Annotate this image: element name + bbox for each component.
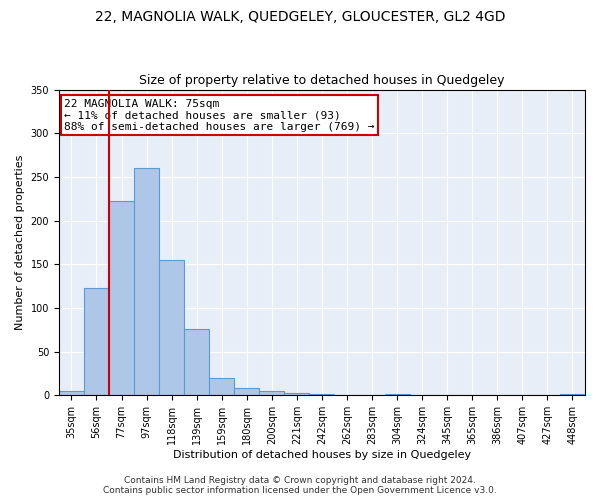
Bar	[209, 378, 234, 396]
Title: Size of property relative to detached houses in Quedgeley: Size of property relative to detached ho…	[139, 74, 505, 87]
Bar	[59, 391, 84, 396]
Bar	[560, 394, 585, 396]
Bar	[284, 392, 310, 396]
Text: 22 MAGNOLIA WALK: 75sqm
← 11% of detached houses are smaller (93)
88% of semi-de: 22 MAGNOLIA WALK: 75sqm ← 11% of detache…	[64, 98, 374, 132]
Bar	[310, 394, 334, 396]
Y-axis label: Number of detached properties: Number of detached properties	[15, 155, 25, 330]
Text: 22, MAGNOLIA WALK, QUEDGELEY, GLOUCESTER, GL2 4GD: 22, MAGNOLIA WALK, QUEDGELEY, GLOUCESTER…	[95, 10, 505, 24]
Bar	[259, 391, 284, 396]
Text: Contains HM Land Registry data © Crown copyright and database right 2024.
Contai: Contains HM Land Registry data © Crown c…	[103, 476, 497, 495]
Bar	[184, 329, 209, 396]
X-axis label: Distribution of detached houses by size in Quedgeley: Distribution of detached houses by size …	[173, 450, 471, 460]
Bar	[109, 202, 134, 396]
Bar	[134, 168, 159, 396]
Bar	[385, 394, 410, 396]
Bar	[234, 388, 259, 396]
Bar	[159, 260, 184, 396]
Bar	[84, 288, 109, 396]
